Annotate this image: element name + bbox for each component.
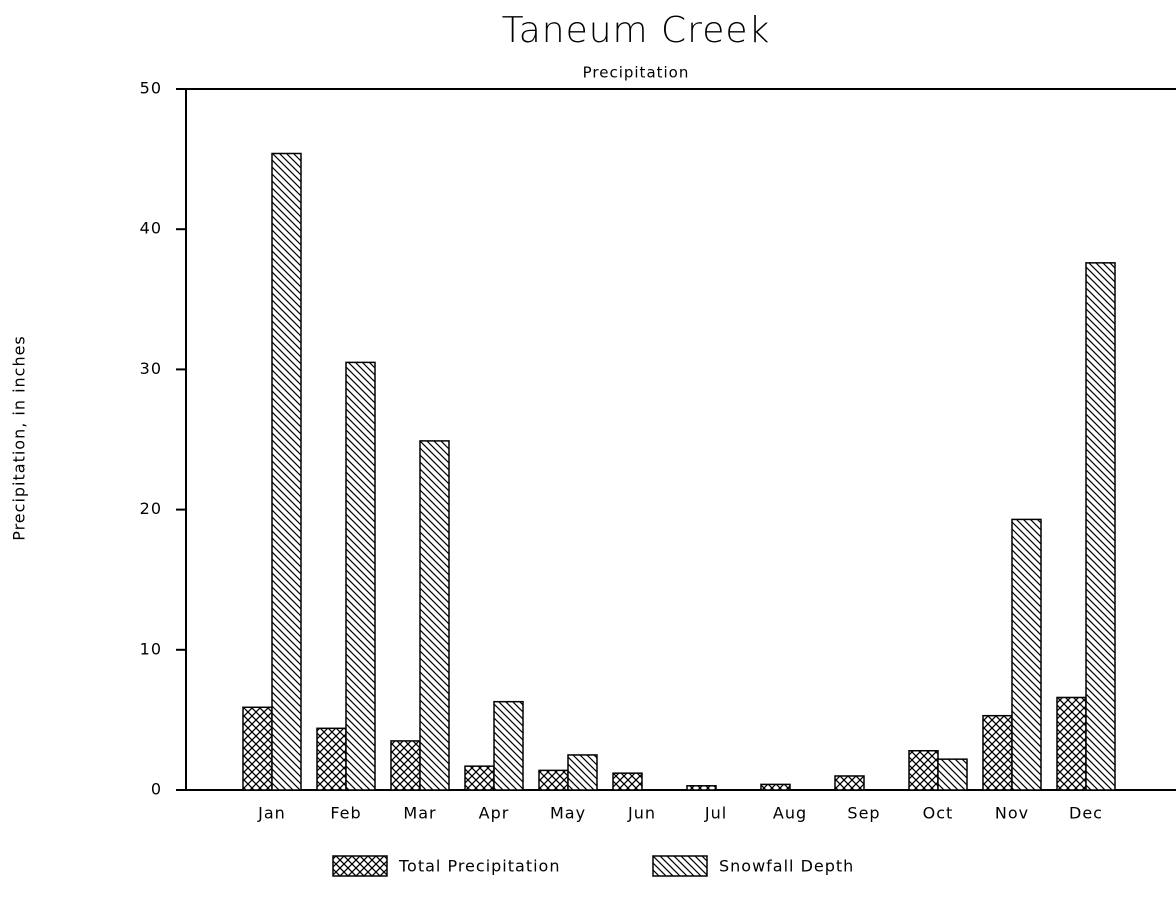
- bar: [1085, 262, 1116, 791]
- bar: [982, 714, 1013, 791]
- legend-label: Total Precipitation: [398, 857, 560, 876]
- y-tick-label: 10: [140, 639, 162, 658]
- bar: [242, 706, 273, 791]
- x-tick-label: Jan: [257, 804, 286, 823]
- y-tick-label: 20: [140, 499, 162, 518]
- bar: [567, 754, 598, 791]
- bar: [908, 749, 939, 791]
- x-tick-label: Sep: [847, 804, 880, 823]
- x-tick-label: Jul: [704, 804, 727, 823]
- chart-title: Taneum Creek: [502, 10, 771, 51]
- x-tick-label: Mar: [403, 804, 436, 823]
- bar: [316, 727, 347, 791]
- x-tick-label: Nov: [995, 804, 1029, 823]
- y-axis-label: Precipitation, in inches: [10, 335, 29, 541]
- bar: [493, 700, 524, 791]
- bar: [271, 152, 302, 791]
- x-tick-label: Aug: [773, 804, 807, 823]
- legend-swatch: [332, 855, 388, 877]
- x-tick-label: May: [550, 804, 586, 823]
- bar: [538, 769, 569, 791]
- legend-label: Snowfall Depth: [719, 857, 854, 876]
- bar: [760, 783, 791, 791]
- x-tick-label: Dec: [1069, 804, 1103, 823]
- plot-frame: [185, 88, 1176, 791]
- x-tick-label: Apr: [479, 804, 510, 823]
- legend-swatch: [652, 855, 708, 877]
- bar: [1011, 518, 1042, 791]
- bar: [464, 765, 495, 791]
- bar: [419, 440, 450, 791]
- y-tick-label: 40: [140, 219, 162, 238]
- y-tick-label: 30: [140, 359, 162, 378]
- chart-subtitle: Precipitation: [583, 64, 690, 82]
- x-tick-label: Jun: [627, 804, 656, 823]
- x-tick-label: Oct: [923, 804, 954, 823]
- bar: [937, 758, 968, 791]
- bar: [612, 772, 643, 791]
- y-tick-label: 0: [151, 780, 162, 799]
- bar: [345, 361, 376, 791]
- x-tick-label: Feb: [330, 804, 361, 823]
- bar: [834, 775, 865, 791]
- bar: [390, 740, 421, 791]
- bar: [1056, 696, 1087, 791]
- y-tick-label: 50: [140, 79, 162, 98]
- bar: [686, 785, 717, 791]
